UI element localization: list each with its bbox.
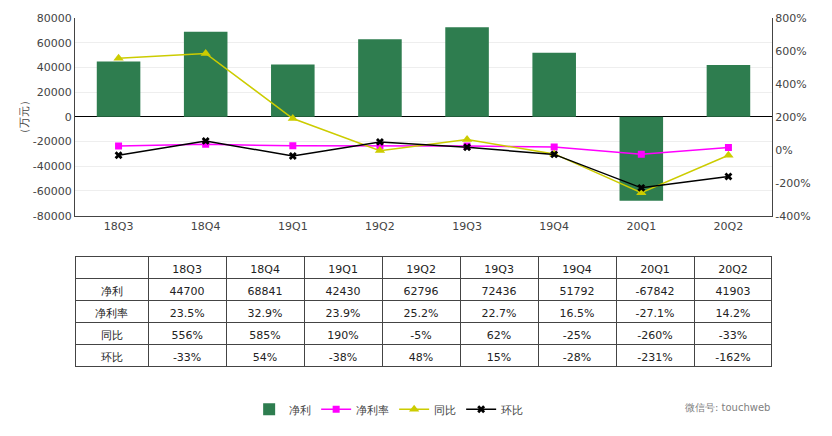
svg-text:微信号: touchweb: 微信号: touchweb [685,402,770,413]
svg-text:19Q2: 19Q2 [365,220,395,233]
svg-text:18Q3: 18Q3 [172,263,202,276]
svg-text:净利: 净利 [101,285,123,298]
svg-text:72436: 72436 [482,285,517,298]
svg-text:-5%: -5% [410,329,431,342]
svg-text:同比: 同比 [434,404,456,417]
svg-text:200%: 200% [775,111,806,124]
svg-text:-25%: -25% [563,329,591,342]
svg-text:净利率: 净利率 [95,307,128,320]
svg-text:60000: 60000 [37,37,72,50]
svg-text:190%: 190% [327,329,358,342]
svg-text:-67842: -67842 [636,285,675,298]
svg-text:（万元）: （万元） [18,95,31,139]
svg-text:-27.1%: -27.1% [636,307,675,320]
svg-text:18Q3: 18Q3 [104,220,134,233]
svg-text:585%: 585% [249,329,280,342]
svg-text:0%: 0% [775,144,792,157]
svg-text:-33%: -33% [719,329,747,342]
svg-text:19Q3: 19Q3 [452,220,482,233]
svg-text:-38%: -38% [329,351,357,364]
svg-text:400%: 400% [775,78,806,91]
svg-text:19Q1: 19Q1 [278,220,308,233]
svg-text:19Q3: 19Q3 [484,263,514,276]
svg-text:51792: 51792 [560,285,595,298]
svg-text:19Q2: 19Q2 [406,263,436,276]
svg-text:15%: 15% [487,351,511,364]
svg-text:19Q4: 19Q4 [562,263,592,276]
svg-text:14.2%: 14.2% [716,307,751,320]
svg-text:18Q4: 18Q4 [191,220,221,233]
svg-text:净利率: 净利率 [356,404,389,417]
svg-text:54%: 54% [253,351,277,364]
svg-text:32.9%: 32.9% [248,307,283,320]
svg-text:-40000: -40000 [33,160,72,173]
svg-text:68841: 68841 [248,285,283,298]
svg-text:-260%: -260% [637,329,672,342]
svg-text:-80000: -80000 [33,210,72,223]
svg-text:23.9%: 23.9% [326,307,361,320]
svg-text:-400%: -400% [775,210,810,223]
svg-text:556%: 556% [171,329,202,342]
svg-text:同比: 同比 [101,329,123,342]
svg-text:22.7%: 22.7% [482,307,517,320]
svg-text:600%: 600% [775,45,806,58]
svg-text:42430: 42430 [326,285,361,298]
svg-text:-33%: -33% [173,351,201,364]
svg-text:40000: 40000 [37,61,72,74]
svg-text:20Q2: 20Q2 [714,220,744,233]
svg-text:48%: 48% [409,351,433,364]
svg-text:20Q1: 20Q1 [626,220,656,233]
svg-text:62%: 62% [487,329,511,342]
svg-text:20000: 20000 [37,86,72,99]
svg-text:-231%: -231% [637,351,672,364]
svg-text:-20000: -20000 [33,135,72,148]
svg-text:20Q1: 20Q1 [640,263,670,276]
svg-text:80000: 80000 [37,12,72,25]
svg-text:23.5%: 23.5% [170,307,205,320]
svg-text:19Q4: 19Q4 [539,220,569,233]
svg-text:41903: 41903 [716,285,751,298]
svg-text:-28%: -28% [563,351,591,364]
svg-text:16.5%: 16.5% [560,307,595,320]
svg-text:44700: 44700 [170,285,205,298]
svg-text:62796: 62796 [404,285,439,298]
svg-text:18Q4: 18Q4 [250,263,280,276]
svg-text:0: 0 [65,111,72,124]
svg-text:-162%: -162% [715,351,750,364]
svg-text:20Q2: 20Q2 [718,263,748,276]
svg-text:25.2%: 25.2% [404,307,439,320]
svg-text:-60000: -60000 [33,185,72,198]
svg-text:19Q1: 19Q1 [328,263,358,276]
svg-text:-200%: -200% [775,177,810,190]
svg-text:环比: 环比 [101,351,123,364]
svg-text:环比: 环比 [501,404,523,417]
svg-text:800%: 800% [775,12,806,25]
svg-text:净利: 净利 [289,404,311,417]
